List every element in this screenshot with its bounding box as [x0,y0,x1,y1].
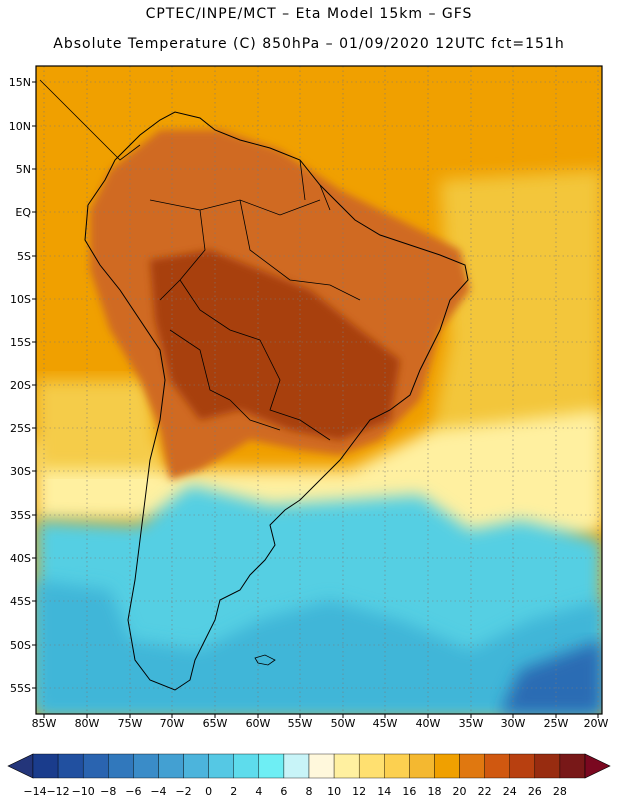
colorbar-box [108,753,134,779]
longitude-labels: 85W 80W 75W 70W 65W 60W 55W 50W 45W 40W … [32,717,609,730]
coastline-south-america [84,111,469,691]
lon-label-35w: 35W [459,717,484,730]
colorbar-labels: −14 −12 −10 −8 −6 −4 −2 0 2 4 6 8 10 12 14 16 18 20 22 24 26… [23,785,567,798]
lon-label-60w: 60W [246,717,271,730]
lat-label-35s: 35S [10,509,31,522]
colorbar-box [509,753,536,779]
lat-label-45s: 45S [10,595,31,608]
colorbar-box [208,753,234,779]
colorbar-boxes [32,753,586,779]
colorbar-label: −10 [72,785,95,798]
lat-label-40s: 40S [10,552,31,565]
lon-label-65w: 65W [203,717,228,730]
graticule [36,66,602,714]
lon-label-50w: 50W [331,717,356,730]
lon-label-40w: 40W [416,717,441,730]
lat-label-55s: 55S [10,682,31,695]
colorbar-label: −14 [23,785,46,798]
colorbar-left-arrow [7,753,34,779]
lat-label-10n: 10N [9,120,31,133]
field-cool-band [36,410,602,560]
lon-label-30w: 30W [501,717,526,730]
field-deep-cold-corner [500,640,602,714]
colorbar-box [183,753,209,779]
colorbar-box [283,753,310,779]
colorbar-label: 6 [280,785,287,798]
latitude-labels: 15N 10N 5N EQ 5S 10S 15S 20S 25S 30S 35S… [9,76,32,695]
colorbar-box [358,753,385,779]
lon-label-20w: 20W [584,717,609,730]
colorbar-label: 18 [427,785,441,798]
lat-label-5s: 5S [17,250,31,263]
lon-label-85w: 85W [32,717,57,730]
lon-label-55w: 55W [288,717,313,730]
colorbar-box [534,753,561,779]
lat-label-50s: 50S [10,639,31,652]
map-frame [35,65,603,715]
colorbar-label: 26 [528,785,542,798]
colorbar-label: 10 [327,785,341,798]
colorbar-label: 28 [553,785,567,798]
lon-label-75w: 75W [118,717,143,730]
lat-label-20s: 20S [10,379,31,392]
lat-label-25s: 25S [10,422,31,435]
tick-marks [32,81,599,718]
field-pale-west [36,380,160,470]
colorbar-box [333,753,360,779]
lat-label-15n: 15N [9,76,31,89]
colorbar-label: −12 [46,785,69,798]
lon-label-80w: 80W [75,717,100,730]
central-america-coast [39,79,141,161]
colorbar-box [308,753,335,779]
colorbar-box [82,753,109,779]
color-bar: −14 −12 −10 −8 −6 −4 −2 0 2 4 6 8 10 12 14 16 18 20 22 24 26… [7,753,611,798]
colorbar-label: 14 [377,785,391,798]
colorbar-label: 20 [453,785,467,798]
colorbar-label: 4 [255,785,262,798]
colorbar-right-arrow [584,753,611,779]
lat-label-15s: 15S [10,336,31,349]
title-line-2: Absolute Temperature (C) 850hPa – 01/09/… [53,36,565,52]
lon-label-25w: 25W [544,717,569,730]
colorbar-label: −8 [100,785,116,798]
colorbar-label: −4 [150,785,166,798]
colorbar-label: 2 [230,785,237,798]
lat-label-10s: 10S [10,293,31,306]
colorbar-label: 8 [306,785,313,798]
lon-label-70w: 70W [160,717,185,730]
colorbar-box [233,753,260,779]
lat-label-5n: 5N [16,163,31,176]
field-hottest-core [150,250,400,440]
colorbar-label: 12 [352,785,366,798]
colorbar-label: 0 [205,785,212,798]
colorbar-label: −6 [125,785,141,798]
colorbar-box [258,753,285,779]
colorbar-box [32,753,59,779]
colorbar-box [384,753,410,779]
country-borders [149,159,361,441]
colorbar-box [57,753,84,779]
lon-label-45w: 45W [373,717,398,730]
colorbar-label: 24 [503,785,517,798]
colorbar-label: 22 [478,785,492,798]
colorbar-box [559,753,586,779]
field-colder-south [36,580,602,714]
colorbar-box [434,753,460,779]
colorbar-box [459,753,485,779]
lat-label-eq: EQ [15,206,31,219]
lat-label-30s: 30S [10,465,31,478]
colorbar-box [158,753,184,779]
falkland-islands [254,654,276,666]
title-line-1: CPTEC/INPE/MCT – Eta Model 15km – GFS [145,6,473,22]
colorbar-label: 16 [402,785,416,798]
colorbar-box [133,753,159,779]
colorbar-box [409,753,435,779]
colorbar-label: −2 [175,785,191,798]
colorbar-box [484,753,510,779]
